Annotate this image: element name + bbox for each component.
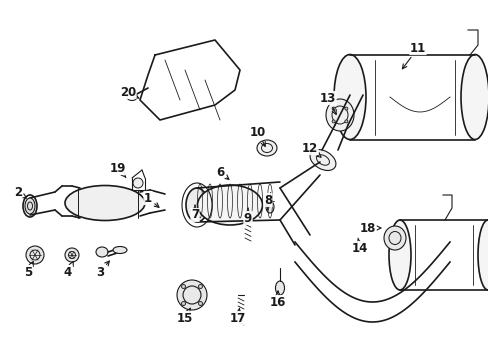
Ellipse shape: [331, 107, 334, 110]
Ellipse shape: [325, 99, 353, 131]
Ellipse shape: [65, 185, 145, 220]
Text: 17: 17: [229, 308, 245, 324]
Text: 13: 13: [319, 91, 336, 114]
Text: 12: 12: [301, 141, 321, 157]
Ellipse shape: [331, 120, 334, 123]
Text: 10: 10: [249, 126, 265, 147]
Ellipse shape: [344, 107, 347, 110]
Ellipse shape: [383, 226, 405, 250]
Ellipse shape: [181, 301, 185, 306]
Ellipse shape: [265, 201, 273, 213]
Ellipse shape: [113, 247, 127, 253]
Ellipse shape: [275, 281, 284, 295]
Text: 6: 6: [215, 166, 228, 179]
Text: 2: 2: [14, 186, 26, 199]
Ellipse shape: [185, 188, 207, 222]
Text: 20: 20: [120, 85, 139, 99]
Text: 5: 5: [24, 262, 33, 279]
Text: 14: 14: [351, 238, 367, 255]
Ellipse shape: [198, 301, 202, 306]
Ellipse shape: [177, 280, 206, 310]
Text: 15: 15: [177, 308, 193, 324]
Text: 9: 9: [244, 208, 252, 225]
Ellipse shape: [460, 54, 488, 139]
Ellipse shape: [477, 220, 488, 290]
Ellipse shape: [25, 198, 35, 214]
Ellipse shape: [257, 140, 276, 156]
Ellipse shape: [198, 284, 202, 288]
Ellipse shape: [309, 149, 335, 171]
Ellipse shape: [65, 248, 79, 262]
Ellipse shape: [344, 120, 347, 123]
Text: 16: 16: [269, 291, 285, 309]
Ellipse shape: [181, 284, 185, 288]
Ellipse shape: [197, 185, 262, 225]
Text: 3: 3: [96, 261, 109, 279]
Ellipse shape: [26, 246, 44, 264]
Ellipse shape: [133, 178, 142, 188]
Ellipse shape: [333, 54, 365, 139]
Text: 4: 4: [64, 262, 73, 279]
Text: 1: 1: [143, 192, 159, 207]
Text: 11: 11: [402, 41, 425, 69]
Text: 19: 19: [110, 162, 126, 177]
Ellipse shape: [96, 247, 108, 257]
Ellipse shape: [388, 220, 410, 290]
Text: 7: 7: [190, 205, 199, 221]
Text: 18: 18: [359, 221, 380, 234]
Text: 8: 8: [264, 194, 271, 210]
